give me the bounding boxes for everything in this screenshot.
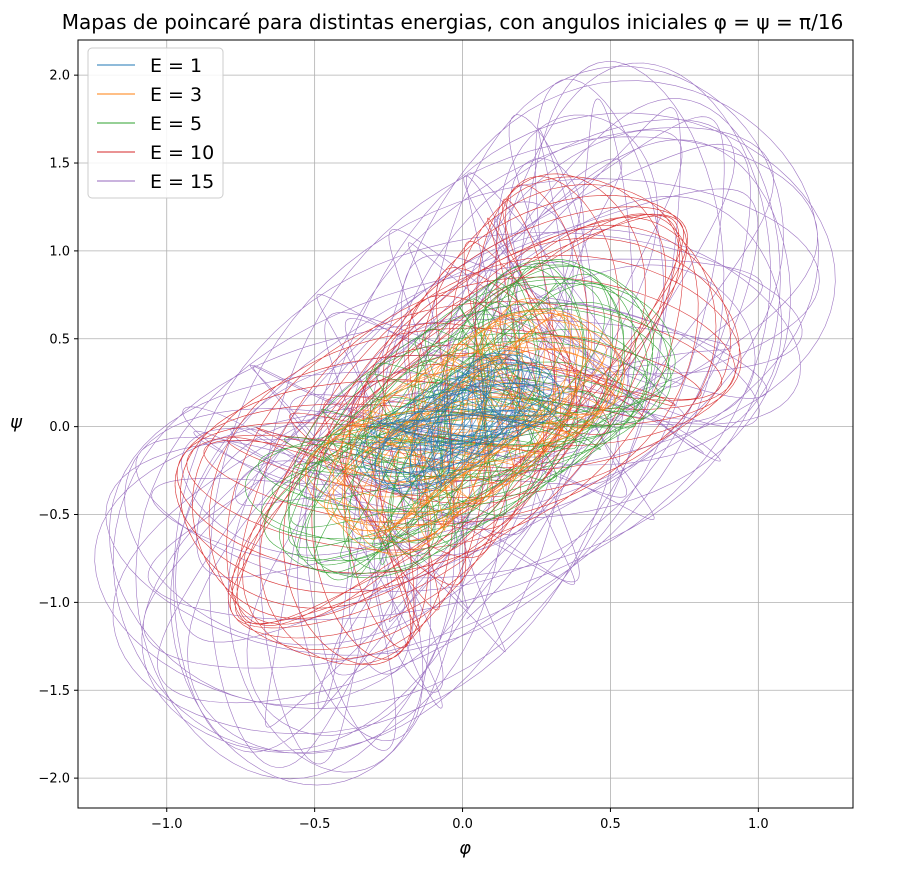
- y-tick-label: 0.0: [49, 420, 70, 435]
- legend-label-0: E = 1: [150, 55, 202, 77]
- y-tick-label: 0.5: [49, 332, 70, 347]
- x-tick-label: 0.0: [452, 817, 473, 832]
- series-layer: [94, 61, 836, 786]
- plot-frame: [77, 39, 854, 809]
- x-tick-label: 1.0: [748, 817, 769, 832]
- y-tick-label: 1.0: [49, 244, 70, 259]
- x-tick-label: 0.5: [600, 817, 621, 832]
- legend-label-2: E = 5: [150, 113, 202, 135]
- legend: E = 1 E = 3 E = 5 E = 10 E = 15: [87, 47, 224, 199]
- y-tick-label: −2.0: [38, 772, 70, 787]
- y-tick-label: 2.0: [49, 69, 70, 84]
- y-tick-label: −1.5: [38, 684, 70, 699]
- x-tick-label: −0.5: [299, 817, 331, 832]
- series-line-0: [355, 350, 564, 495]
- series-line-3: [174, 173, 742, 666]
- y-tick-label: −1.0: [38, 596, 70, 611]
- y-tick-label: −0.5: [38, 508, 70, 523]
- series-line-2: [244, 259, 676, 581]
- series-line-4: [94, 61, 836, 786]
- legend-box: [87, 47, 224, 199]
- y-tick-label: 1.5: [49, 157, 70, 172]
- legend-label-1: E = 3: [150, 84, 202, 106]
- legend-label-4: E = 15: [150, 171, 214, 193]
- legend-label-3: E = 10: [150, 142, 214, 164]
- chart-title: Mapas de poincaré para distintas energia…: [61, 10, 844, 34]
- x-tick-label: −1.0: [151, 817, 183, 832]
- y-axis-label: ψ: [10, 412, 22, 433]
- x-axis-label: φ: [459, 838, 471, 859]
- tick-labels: −1.0 −0.5 0.0 0.5 1.0 −2.0 −1.5 −1.0 −0.5 0.0 0.5 1…: [38, 69, 768, 832]
